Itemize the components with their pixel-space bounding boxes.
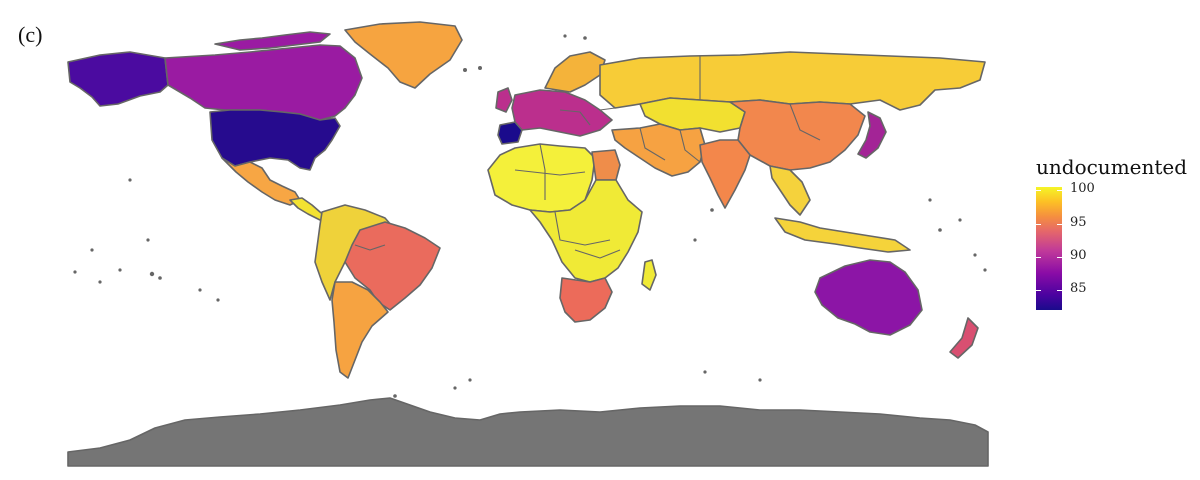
legend-tick-mark [1036,223,1041,225]
region-north-africa [487,143,596,213]
region-central-africa [529,179,643,283]
region-central-asia [639,97,746,133]
legend-tick-mark [1036,290,1041,292]
legend-tick-mark [1036,190,1041,192]
region-canada [164,44,363,121]
legend-tick-label: 85 [1070,281,1087,297]
region-antarctica [67,397,989,467]
legend-tick-mark [1057,223,1062,225]
region-brazil [344,221,441,311]
region-egypt [591,149,621,181]
region-india [699,139,751,209]
region-mexico [221,157,301,206]
region-madagascar [641,259,657,291]
region-indonesia [774,217,911,253]
region-southeast-asia [769,165,811,216]
region-south-africa [559,277,613,323]
region-greenland [344,21,463,89]
region-west-europe [511,89,613,137]
region-middle-east [611,123,706,177]
legend-tick-mark [1057,290,1062,292]
legend-tick-mark [1036,256,1041,258]
legend-tick-label: 90 [1070,247,1087,263]
region-alaska [67,51,169,107]
region-canada-islands [214,31,331,51]
panel-label: (c) [18,22,43,47]
country-borders [234,56,821,259]
legend-tick-label: 100 [1070,181,1095,197]
region-australia [814,259,923,336]
small-islands [73,34,987,398]
region-uk [495,87,513,113]
legend-tick-mark [1057,190,1062,192]
legend-title: undocumented [1036,155,1188,179]
legend-tick-label: 95 [1070,214,1087,230]
region-japan [857,111,887,159]
region-china [729,99,866,171]
legend-colorbar [1036,187,1062,310]
region-new-zealand [949,317,979,359]
world-map [67,21,989,467]
region-argentina [331,281,389,379]
region-scandinavia [544,51,606,93]
legend-tick-mark [1057,256,1062,258]
